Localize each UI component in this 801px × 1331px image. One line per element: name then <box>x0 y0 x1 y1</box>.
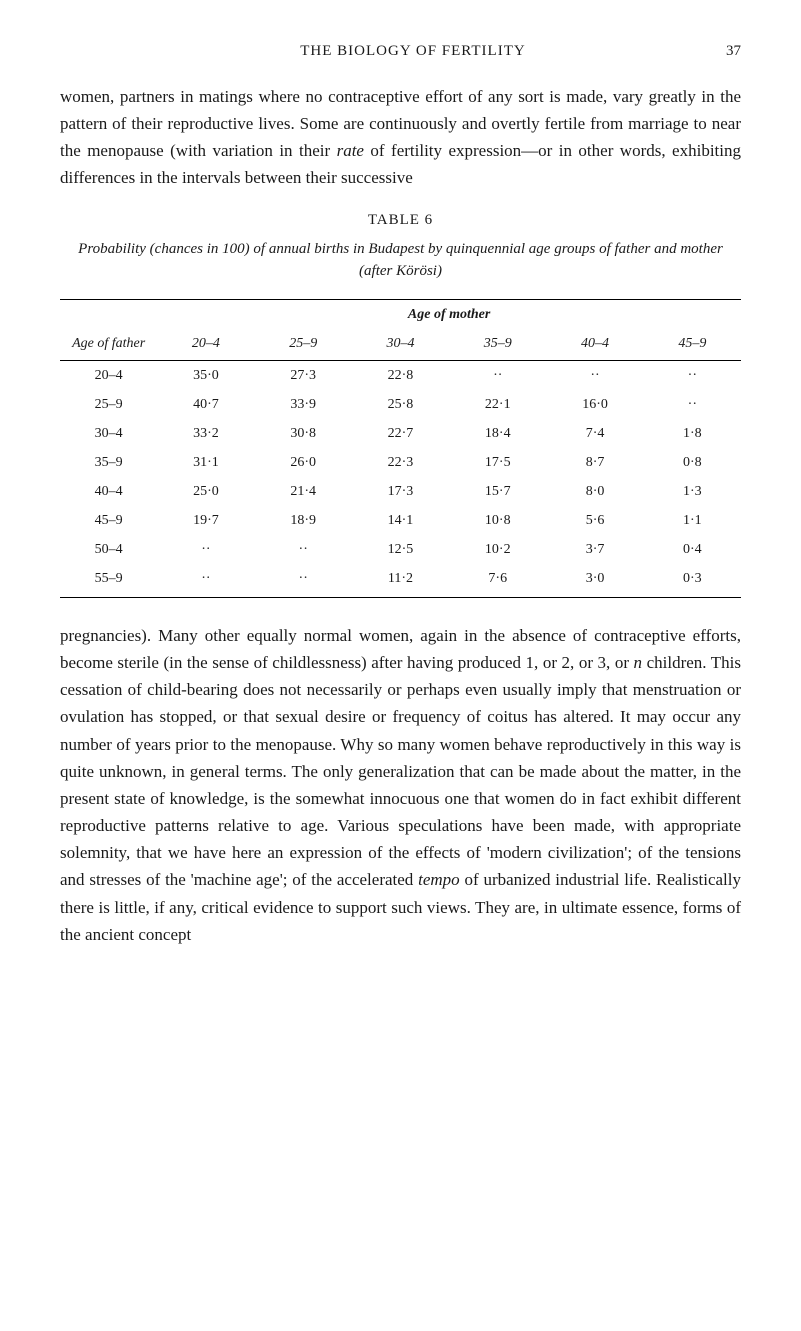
cell: 22·1 <box>449 390 546 419</box>
col-header: 45–9 <box>644 329 741 361</box>
row-label: 20–4 <box>60 360 157 390</box>
table-row: 45–9 19·7 18·9 14·1 10·8 5·6 1·1 <box>60 506 741 535</box>
cell: ·· <box>644 390 741 419</box>
cell: ·· <box>644 360 741 390</box>
table-row: 55–9 ·· ·· 11·2 7·6 3·0 0·3 <box>60 564 741 598</box>
cell: 0·3 <box>644 564 741 598</box>
running-head: THE BIOLOGY OF FERTILITY <box>100 40 726 63</box>
paragraph-1: women, partners in matings where no cont… <box>60 83 741 192</box>
cell: 21·4 <box>255 477 352 506</box>
cell: 12·5 <box>352 535 449 564</box>
table-row: 25–9 40·7 33·9 25·8 22·1 16·0 ·· <box>60 390 741 419</box>
cell: ·· <box>449 360 546 390</box>
cell: ·· <box>255 564 352 598</box>
cell: 0·8 <box>644 448 741 477</box>
row-label: 45–9 <box>60 506 157 535</box>
cell: 11·2 <box>352 564 449 598</box>
row-label: 55–9 <box>60 564 157 598</box>
cell: 8·7 <box>546 448 643 477</box>
row-label: 50–4 <box>60 535 157 564</box>
table-body: 20–4 35·0 27·3 22·8 ·· ·· ·· 25–9 40·7 3… <box>60 360 741 597</box>
row-label: 25–9 <box>60 390 157 419</box>
row-header-label: Age of father <box>60 329 157 361</box>
col-header: 25–9 <box>255 329 352 361</box>
column-headers-row: Age of father 20–4 25–9 30–4 35–9 40–4 4… <box>60 329 741 361</box>
col-header: 20–4 <box>157 329 254 361</box>
cell: 18·9 <box>255 506 352 535</box>
n-italic: n <box>634 653 643 672</box>
row-label: 30–4 <box>60 419 157 448</box>
tempo-italic: tempo <box>418 870 460 889</box>
cell: 10·2 <box>449 535 546 564</box>
cell: 25·0 <box>157 477 254 506</box>
cell: 10·8 <box>449 506 546 535</box>
caption-part2: ) <box>437 263 442 279</box>
p2-part2: children. This cessation of child-bearin… <box>60 653 741 890</box>
cell: 22·8 <box>352 360 449 390</box>
paragraph-2: pregnancies). Many other equally normal … <box>60 622 741 948</box>
cell: 22·7 <box>352 419 449 448</box>
cell: 1·1 <box>644 506 741 535</box>
row-label: 35–9 <box>60 448 157 477</box>
rate-italic: rate <box>337 141 364 160</box>
row-label: 40–4 <box>60 477 157 506</box>
cell: 17·3 <box>352 477 449 506</box>
cell: 26·0 <box>255 448 352 477</box>
cell: 5·6 <box>546 506 643 535</box>
cell: ·· <box>255 535 352 564</box>
cell: 8·0 <box>546 477 643 506</box>
cell: 7·4 <box>546 419 643 448</box>
cell: ·· <box>546 360 643 390</box>
cell: 16·0 <box>546 390 643 419</box>
table-caption: Probability (chances in 100) of annual b… <box>60 238 741 283</box>
cell: 3·7 <box>546 535 643 564</box>
cell: 31·1 <box>157 448 254 477</box>
table-row: 20–4 35·0 27·3 22·8 ·· ·· ·· <box>60 360 741 390</box>
cell: ·· <box>157 564 254 598</box>
col-header: 40–4 <box>546 329 643 361</box>
cell: 7·6 <box>449 564 546 598</box>
cell: 14·1 <box>352 506 449 535</box>
cell: 1·3 <box>644 477 741 506</box>
cell: 19·7 <box>157 506 254 535</box>
cell: 33·9 <box>255 390 352 419</box>
col-header: 30–4 <box>352 329 449 361</box>
cell: 18·4 <box>449 419 546 448</box>
page-number: 37 <box>726 40 741 63</box>
page-header: THE BIOLOGY OF FERTILITY 37 <box>60 40 741 63</box>
table-row: 35–9 31·1 26·0 22·3 17·5 8·7 0·8 <box>60 448 741 477</box>
cell: 30·8 <box>255 419 352 448</box>
table-row: 30–4 33·2 30·8 22·7 18·4 7·4 1·8 <box>60 419 741 448</box>
table-row: 50–4 ·· ·· 12·5 10·2 3·7 0·4 <box>60 535 741 564</box>
cell: ·· <box>157 535 254 564</box>
cell: 22·3 <box>352 448 449 477</box>
cell: 17·5 <box>449 448 546 477</box>
cell: 3·0 <box>546 564 643 598</box>
caption-korosi: Körösi <box>396 263 437 279</box>
cell: 0·4 <box>644 535 741 564</box>
cell: 27·3 <box>255 360 352 390</box>
cell: 15·7 <box>449 477 546 506</box>
cell: 1·8 <box>644 419 741 448</box>
col-header: 35–9 <box>449 329 546 361</box>
cell: 40·7 <box>157 390 254 419</box>
probability-table: Age of mother Age of father 20–4 25–9 30… <box>60 299 741 598</box>
cell: 33·2 <box>157 419 254 448</box>
cell: 25·8 <box>352 390 449 419</box>
corner-cell <box>60 299 157 329</box>
table-label: TABLE 6 <box>60 209 741 232</box>
super-header: Age of mother <box>157 299 741 329</box>
table-row: 40–4 25·0 21·4 17·3 15·7 8·0 1·3 <box>60 477 741 506</box>
cell: 35·0 <box>157 360 254 390</box>
